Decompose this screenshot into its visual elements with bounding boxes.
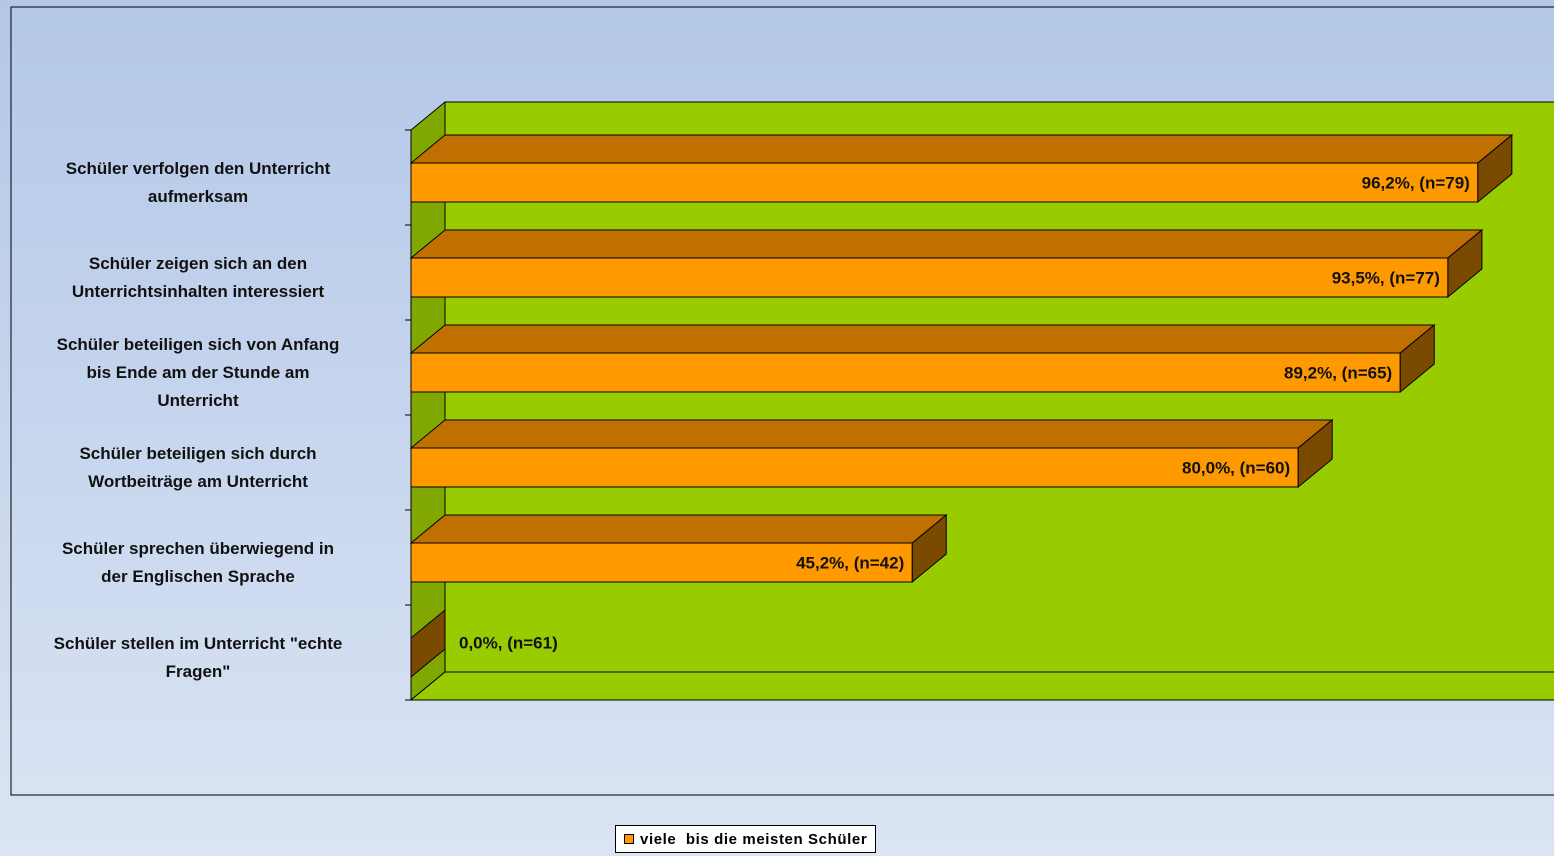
category-label: Schüler zeigen sich an den Unterrichtsin… — [71, 253, 325, 301]
bar-front — [410, 162, 1479, 203]
category-label: Schüler sprechen überwiegend in der Engl… — [61, 538, 335, 586]
bar-side — [1447, 228, 1483, 299]
chart-frame — [10, 6, 1554, 796]
bar — [410, 608, 446, 679]
legend: viele bis die meisten Schüler — [615, 825, 877, 853]
plot-floor — [409, 671, 1554, 701]
data-label: 45,2%, (n=42) — [796, 554, 904, 573]
bar-side — [1477, 133, 1513, 204]
bar-front — [410, 542, 913, 583]
legend-label: viele bis die meisten Schüler — [640, 830, 868, 848]
bar-side — [1399, 323, 1435, 394]
data-label: 80,0%, (n=60) — [1182, 459, 1290, 478]
bar-front — [410, 447, 1299, 488]
bars — [409, 133, 1514, 679]
bar — [409, 323, 1436, 394]
bar-top — [409, 419, 1334, 449]
bar-top — [409, 229, 1484, 259]
bar — [409, 513, 948, 584]
data-labels: 96,2%, (n=79) 93,5%, (n=77) 89,2%, (n=65) 8… — [459, 174, 1470, 653]
data-label: 0,0%, (n=61) — [459, 634, 558, 653]
category-label: Schüler verfolgen den Unterricht aufmerk… — [65, 158, 331, 206]
category-label: Schüler stellen im Unterricht "echte Fra… — [53, 633, 343, 681]
bar-front — [410, 352, 1401, 393]
bar — [409, 228, 1484, 299]
bar-side — [1297, 418, 1333, 489]
legend-swatch — [624, 834, 634, 844]
bar-top — [409, 134, 1514, 164]
bar — [409, 418, 1334, 489]
bar-top — [409, 324, 1436, 354]
bar-side — [911, 513, 947, 584]
bar-front — [410, 257, 1449, 298]
bar-side — [410, 608, 446, 679]
category-label: Schüler beteiligen sich durch Wortbeiträ… — [79, 443, 317, 491]
data-label: 96,2%, (n=79) — [1362, 174, 1470, 193]
data-label: 89,2%, (n=65) — [1284, 364, 1392, 383]
bar-top — [409, 514, 948, 544]
data-label: 93,5%, (n=77) — [1332, 269, 1440, 288]
bar — [409, 133, 1514, 204]
category-label: Schüler beteiligen sich von Anfang bis E… — [56, 334, 340, 410]
